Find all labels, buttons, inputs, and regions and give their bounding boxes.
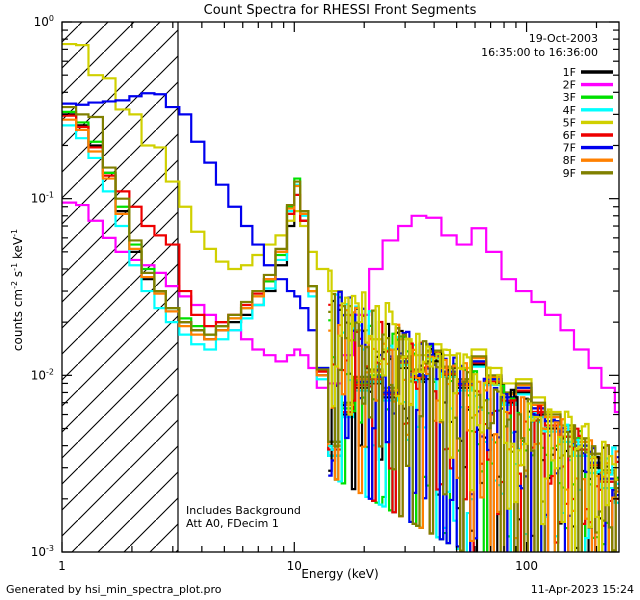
y-tick-label: 100 (34, 14, 54, 29)
legend: 19-Oct-2003 16:35:00 to 16:36:00 1F2F3F4… (481, 32, 613, 180)
svg-text:counts cm-2 s-1 keV-1: counts cm-2 s-1 keV-1 (10, 229, 25, 351)
y-axis-tick-labels: 100 10-1 10-2 10-3 (31, 14, 54, 559)
legend-label-7f: 7F (563, 142, 576, 155)
annotation-includes-background: Includes Background (186, 504, 301, 517)
legend-label-9f: 9F (563, 167, 576, 180)
series-line-9f (62, 105, 619, 490)
y-tick-label: 10-3 (31, 544, 54, 559)
legend-label-4f: 4F (563, 104, 576, 117)
legend-label-5f: 5F (563, 116, 576, 129)
page-title: Count Spectra for RHESSI Front Segments (204, 3, 477, 18)
footer-generator: Generated by hsi_min_spectra_plot.pro (6, 583, 222, 596)
annotation-attenuator: Att A0, FDecim 1 (186, 517, 279, 530)
x-axis-tick-labels: 1 10 100 (58, 559, 538, 573)
legend-date: 19-Oct-2003 (529, 32, 598, 45)
legend-time-range: 16:35:00 to 16:36:00 (481, 46, 598, 59)
y-axis-label: counts cm-2 s-1 keV-1 (10, 229, 25, 351)
series-noise-5f (328, 269, 619, 552)
hatched-exclusion-region (62, 22, 178, 552)
legend-label-1f: 1F (563, 66, 576, 79)
x-tick-label: 1 (58, 559, 66, 573)
legend-label-3f: 3F (563, 91, 576, 104)
legend-label-8f: 8F (563, 154, 576, 167)
x-tick-label: 100 (515, 559, 538, 573)
x-axis-label: Energy (keV) (301, 567, 378, 581)
footer-timestamp: 11-Apr-2023 15:24 (531, 583, 634, 596)
series-noise-8f (328, 306, 619, 552)
y-tick-label: 10-1 (31, 191, 54, 206)
plot-annotations: Includes Background Att A0, FDecim 1 (186, 504, 301, 530)
chart-title: Count Spectra for RHESSI Front Segments (204, 3, 477, 18)
x-axis-ticks (61, 22, 598, 552)
series-line-5f (62, 42, 619, 490)
legend-label-6f: 6F (563, 129, 576, 142)
plot-frame (61, 21, 620, 553)
legend-label-2f: 2F (563, 79, 576, 92)
data-series-group (62, 42, 619, 552)
y-axis-ticks (62, 21, 619, 553)
x-tick-label: 10 (287, 559, 302, 573)
y-tick-label: 10-2 (31, 367, 54, 382)
